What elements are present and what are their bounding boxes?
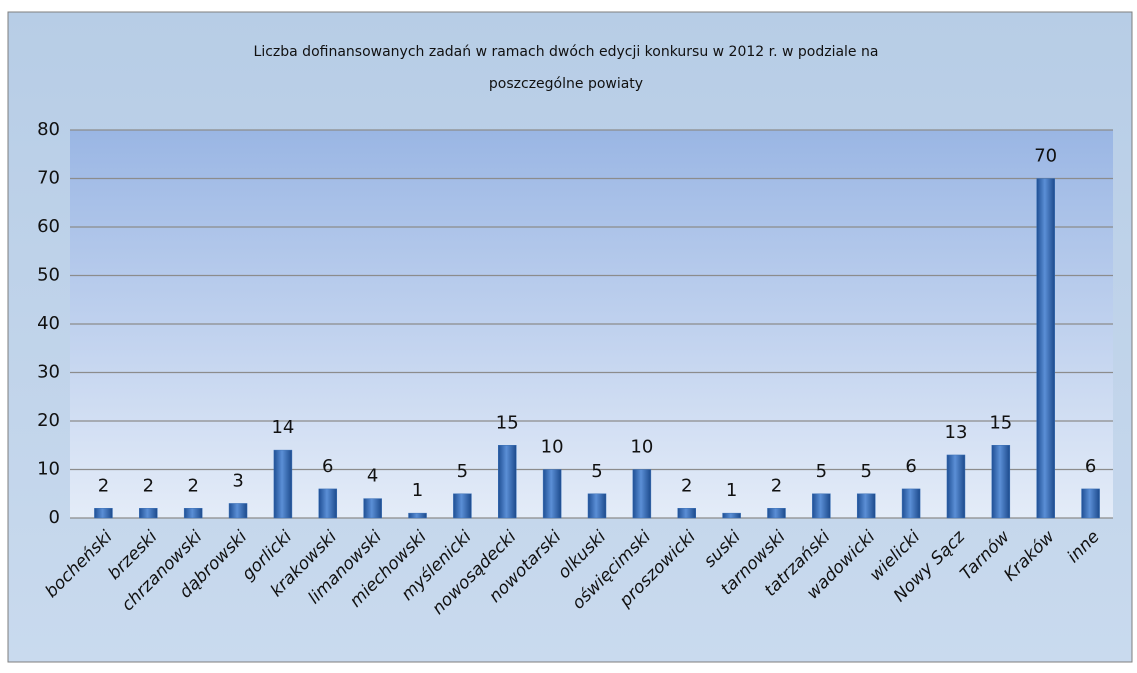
value-label: 13	[945, 422, 968, 443]
bar	[812, 493, 831, 519]
value-label: 6	[1085, 456, 1096, 477]
value-label: 6	[905, 456, 916, 477]
bar	[587, 493, 607, 519]
value-label: 2	[771, 475, 782, 496]
y-tick-label: 60	[37, 216, 60, 237]
bar	[498, 445, 517, 519]
value-label: 6	[322, 456, 333, 477]
value-label: 15	[496, 412, 519, 433]
chart-title: Liczba dofinansowanych zadań w ramach dw…	[254, 44, 879, 60]
bar	[722, 512, 741, 519]
y-tick-label: 20	[37, 410, 60, 431]
bar	[94, 508, 113, 519]
bar	[542, 469, 562, 519]
value-label: 5	[860, 461, 871, 482]
value-label: 3	[232, 470, 243, 491]
value-label: 14	[271, 417, 294, 438]
chart-title: poszczególne powiaty	[489, 76, 643, 92]
value-label: 1	[412, 480, 423, 501]
bar	[991, 445, 1011, 519]
value-label: 2	[143, 475, 154, 496]
value-label: 2	[98, 475, 109, 496]
bar	[901, 488, 921, 519]
value-label: 70	[1034, 146, 1057, 167]
bar	[228, 503, 248, 519]
value-label: 1	[726, 480, 737, 501]
bar	[273, 449, 293, 519]
value-label: 15	[989, 412, 1012, 433]
bar	[767, 508, 786, 519]
bar	[408, 512, 427, 519]
bar	[1081, 488, 1100, 519]
y-tick-label: 50	[37, 265, 60, 286]
bar	[677, 508, 696, 519]
y-tick-label: 30	[37, 362, 60, 383]
value-label: 10	[630, 437, 653, 458]
bar	[632, 469, 652, 519]
y-tick-label: 80	[37, 119, 60, 140]
value-label: 5	[457, 461, 468, 482]
bar	[183, 508, 203, 519]
bar	[1036, 178, 1055, 519]
value-label: 5	[816, 461, 827, 482]
bar	[139, 508, 158, 519]
y-tick-label: 70	[37, 168, 60, 189]
y-tick-label: 0	[49, 507, 60, 528]
y-tick-label: 10	[37, 459, 60, 480]
value-label: 2	[187, 475, 198, 496]
bar	[453, 493, 472, 519]
value-label: 4	[367, 466, 378, 487]
y-tick-label: 40	[37, 313, 60, 334]
bar	[856, 493, 876, 519]
value-label: 2	[681, 475, 692, 496]
bar	[318, 488, 338, 519]
value-label: 10	[541, 437, 564, 458]
bar	[363, 498, 382, 519]
value-label: 5	[591, 461, 602, 482]
bar	[946, 454, 966, 519]
